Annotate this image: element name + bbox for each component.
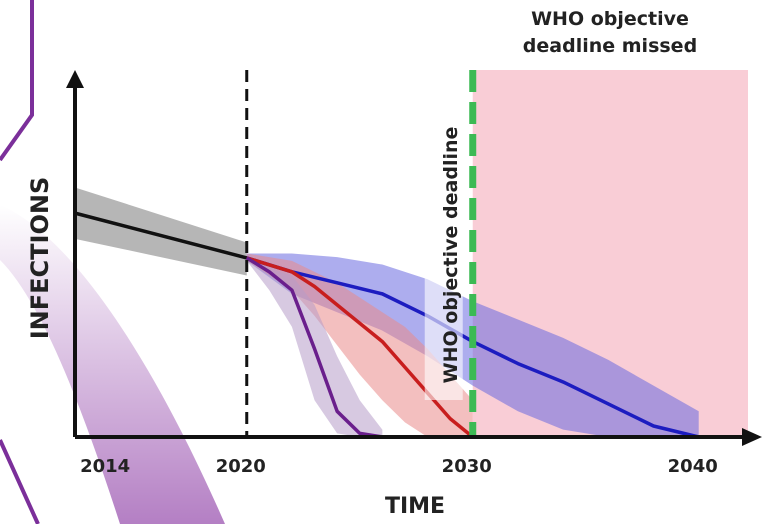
x-axis-label: TIME xyxy=(385,494,445,519)
chart: WHO objective deadline 2014 2020 2030 2040 I… xyxy=(0,0,763,524)
page: WHO objective deadline 2014 2020 2030 2040 I… xyxy=(0,0,763,524)
x-tick-label: 2040 xyxy=(668,456,718,477)
x-tick-label: 2030 xyxy=(442,456,492,477)
vline-label: WHO objective deadline xyxy=(440,127,462,384)
uncertainty-band xyxy=(75,187,247,275)
region-label: WHO objective deadline missed xyxy=(500,6,720,60)
y-axis-arrow xyxy=(66,70,84,88)
x-tick-label: 2014 xyxy=(80,456,130,477)
y-axis-label: INFECTIONS xyxy=(26,177,54,340)
x-tick-label: 2020 xyxy=(216,456,266,477)
x-axis-arrow xyxy=(742,428,762,446)
